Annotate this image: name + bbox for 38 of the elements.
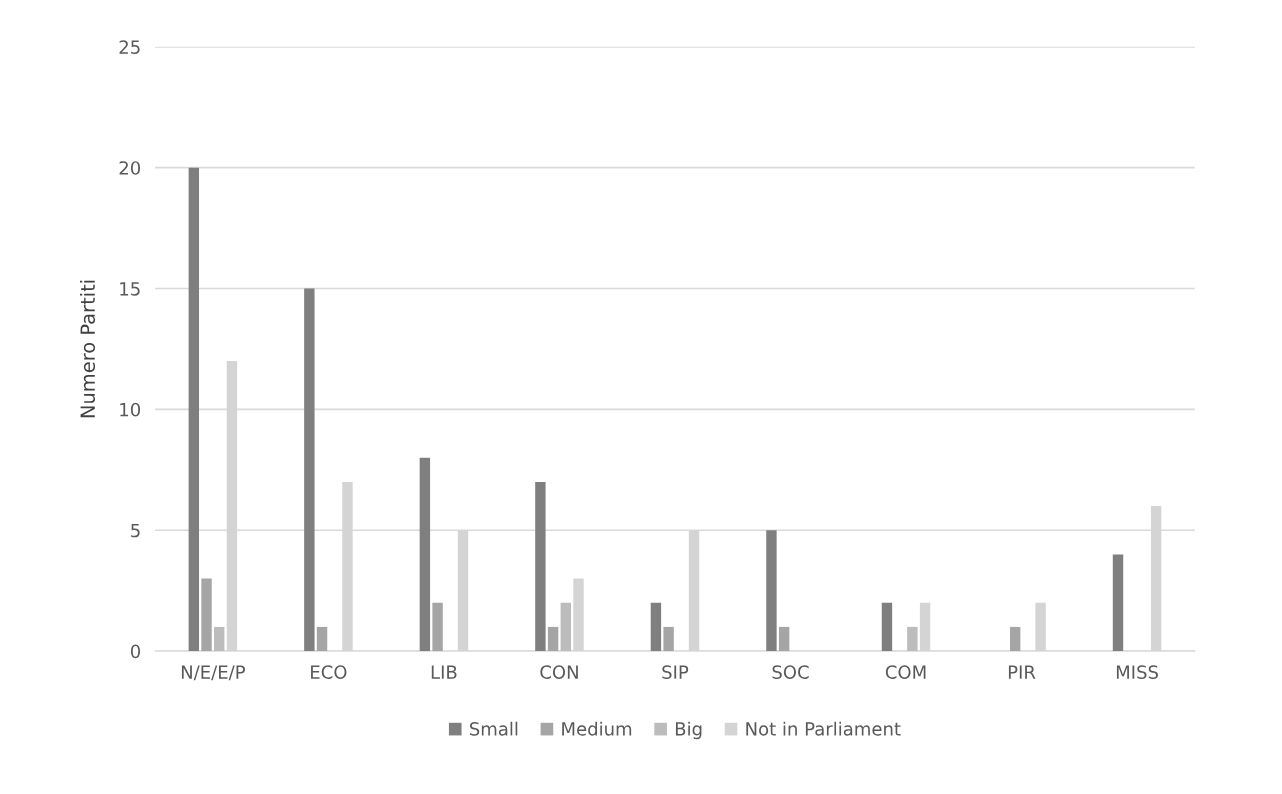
x-tick-label: MISS — [1116, 665, 1158, 679]
bar — [560, 602, 571, 652]
y-tick-label: 5 — [131, 523, 140, 538]
bar — [1009, 626, 1021, 652]
y-tick-label: 25 — [119, 40, 140, 54]
bar — [535, 481, 546, 652]
legend-label: Big — [675, 721, 702, 740]
x-tick-label: ECO — [311, 665, 347, 679]
bar — [419, 457, 431, 652]
bar — [316, 626, 328, 652]
y-axis-title: Numero Partiti — [79, 280, 96, 418]
bar — [1112, 554, 1124, 652]
bar — [214, 626, 225, 652]
x-tick-label: LIB — [431, 665, 457, 679]
bar — [201, 578, 212, 652]
bar — [778, 626, 790, 652]
x-tick-label: PIR — [1008, 665, 1036, 679]
bar — [304, 288, 315, 652]
y-tick-label: 0 — [130, 644, 141, 659]
bar — [188, 167, 200, 652]
x-tick-label: SOC — [772, 665, 809, 679]
bar — [432, 602, 443, 652]
bar — [907, 626, 918, 652]
y-tick-label: 10 — [120, 402, 141, 417]
y-tick-label: 20 — [119, 161, 141, 175]
bar — [547, 626, 559, 652]
x-tick-label: COM — [885, 665, 926, 679]
x-tick-label: SIP — [662, 665, 689, 679]
bar — [766, 530, 777, 652]
bar — [650, 602, 662, 652]
bar — [663, 626, 674, 652]
legend-label: Not in Parliament — [746, 721, 901, 736]
y-tick-label: 15 — [120, 282, 140, 296]
x-tick-label: CON — [540, 665, 578, 679]
legend-label: Medium — [562, 721, 632, 736]
bar — [881, 602, 893, 652]
legend-label: Small — [469, 721, 518, 736]
x-tick-label: N/E/E/P — [181, 665, 245, 681]
